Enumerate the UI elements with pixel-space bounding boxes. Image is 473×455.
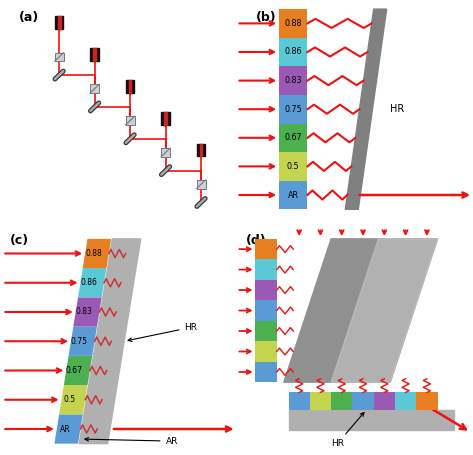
Bar: [416, 392, 438, 410]
Text: HR: HR: [390, 104, 404, 114]
Text: HR: HR: [331, 413, 364, 448]
Text: 0.88: 0.88: [85, 249, 102, 258]
Bar: [279, 9, 307, 38]
Bar: [93, 48, 96, 61]
Text: (c): (c): [9, 234, 28, 248]
Text: 0.83: 0.83: [285, 76, 302, 85]
Polygon shape: [331, 239, 438, 382]
Bar: [289, 392, 310, 410]
Bar: [126, 80, 134, 93]
Bar: [197, 144, 205, 157]
Polygon shape: [54, 415, 83, 444]
Text: HR: HR: [128, 323, 197, 341]
Bar: [279, 123, 307, 152]
Bar: [255, 300, 277, 321]
Text: (b): (b): [255, 11, 276, 25]
Bar: [161, 148, 170, 157]
Bar: [255, 341, 277, 362]
Bar: [126, 116, 135, 125]
Bar: [279, 152, 307, 181]
Bar: [279, 38, 307, 66]
Bar: [255, 259, 277, 280]
Bar: [310, 392, 331, 410]
Text: 0.75: 0.75: [71, 337, 88, 346]
Bar: [255, 239, 277, 259]
Polygon shape: [284, 239, 438, 382]
Text: (d): (d): [246, 234, 267, 248]
Polygon shape: [345, 9, 387, 209]
Bar: [255, 362, 277, 382]
Bar: [129, 80, 131, 93]
Text: 0.88: 0.88: [285, 19, 302, 28]
Text: 0.86: 0.86: [285, 47, 302, 56]
Bar: [200, 144, 202, 157]
Polygon shape: [78, 268, 106, 298]
Bar: [255, 321, 277, 341]
Text: 0.67: 0.67: [284, 133, 302, 142]
Bar: [279, 181, 307, 209]
Polygon shape: [64, 356, 92, 385]
Text: 0.5: 0.5: [64, 395, 76, 404]
Bar: [55, 16, 63, 29]
Text: AR: AR: [60, 425, 70, 434]
Bar: [90, 48, 99, 61]
Bar: [55, 53, 63, 61]
Bar: [374, 392, 395, 410]
Bar: [279, 66, 307, 95]
Bar: [352, 392, 374, 410]
Bar: [90, 85, 99, 93]
Polygon shape: [59, 385, 88, 415]
Bar: [197, 180, 206, 189]
Polygon shape: [83, 239, 111, 268]
Bar: [331, 392, 352, 410]
Text: 0.5: 0.5: [287, 162, 299, 171]
Polygon shape: [69, 327, 97, 356]
Bar: [164, 112, 167, 125]
Text: AR: AR: [288, 191, 299, 199]
Bar: [395, 392, 416, 410]
Polygon shape: [79, 239, 141, 444]
Text: 0.86: 0.86: [80, 278, 97, 287]
Bar: [289, 410, 454, 430]
Text: 0.75: 0.75: [284, 105, 302, 114]
Text: (a): (a): [19, 11, 39, 25]
Bar: [279, 95, 307, 123]
Bar: [255, 280, 277, 300]
Text: AR: AR: [85, 437, 178, 445]
Text: 0.67: 0.67: [66, 366, 83, 375]
Text: 0.83: 0.83: [76, 308, 92, 317]
Polygon shape: [73, 298, 102, 327]
Bar: [161, 112, 170, 125]
Bar: [58, 16, 61, 29]
